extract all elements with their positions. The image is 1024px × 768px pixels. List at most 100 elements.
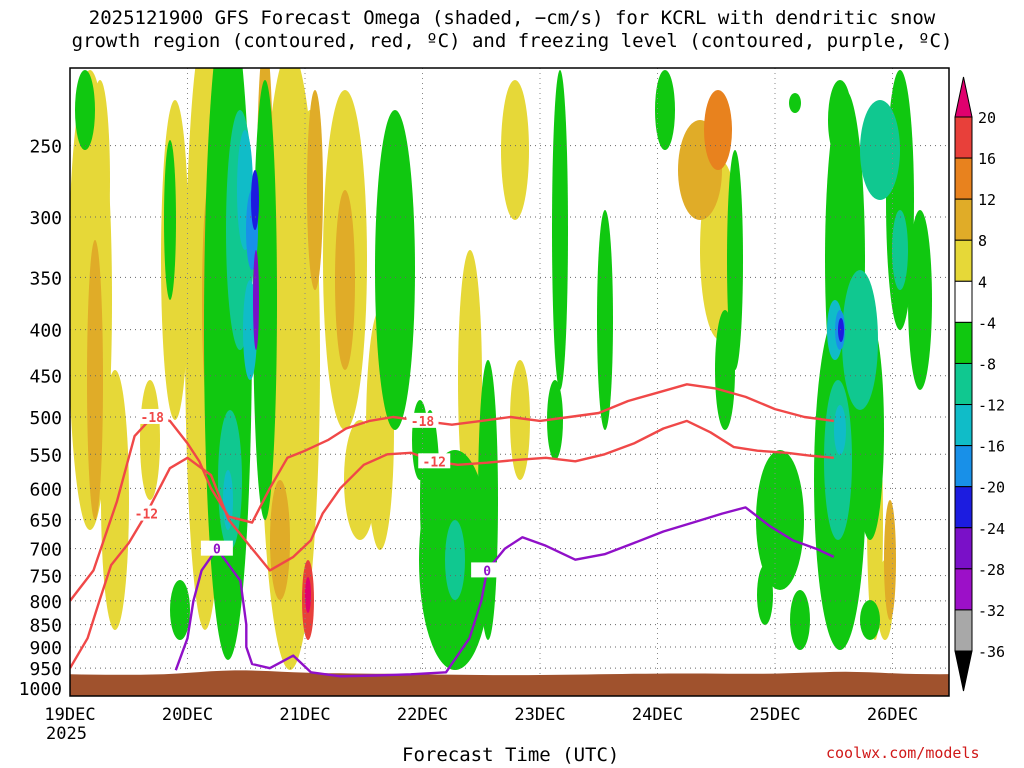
omega-yellow-blob	[458, 250, 482, 510]
colorbar-level-label: -16	[978, 438, 1005, 456]
omega-red-blob	[704, 90, 732, 170]
contour-lines: -18 -18 -12 -12 0 0	[70, 383, 835, 678]
contour-label-dgz_-12C: -12	[423, 455, 446, 470]
colorbar-level-label: -4	[978, 314, 996, 332]
x-tick-label: 21DEC	[279, 705, 330, 725]
omega-green-blob	[597, 210, 613, 430]
omega-teal-blob	[860, 100, 900, 200]
omega-green-blob	[908, 210, 932, 390]
colorbar-arrow-bottom	[954, 650, 973, 692]
omega-cyan-blob	[834, 405, 846, 455]
omega-green-blob	[552, 70, 568, 390]
x-axis-title: Forecast Time (UTC)	[402, 744, 620, 766]
colorbar-level-label: 16	[978, 150, 996, 168]
contour-label-freezing_0C: 0	[213, 543, 221, 558]
y-tick-label: 300	[29, 208, 62, 229]
y-tick-label: 450	[29, 367, 62, 388]
y-tick-label: 1000	[19, 679, 62, 700]
y-tick-label: 550	[29, 445, 62, 466]
x-year-label: 2025	[46, 724, 87, 744]
colorbar-swatch	[954, 239, 973, 282]
omega-red-blob	[305, 577, 311, 613]
colorbar-swatch	[954, 280, 973, 323]
omega-green-blob	[253, 80, 277, 520]
omega-green-blob	[75, 70, 95, 150]
colorbar-level-label: -28	[978, 561, 1005, 579]
omega-teal-blob	[445, 520, 465, 600]
omega-yellow-blob	[510, 360, 530, 480]
omega-teal-blob	[824, 380, 852, 540]
colorbar-level-label: 8	[978, 232, 987, 250]
omega-darkblue-blob	[251, 170, 259, 230]
y-tick-label: 400	[29, 321, 62, 342]
colorbar-arrow-top	[954, 76, 973, 118]
omega-darkblue-blob	[838, 318, 844, 342]
colorbar-swatch	[954, 198, 973, 241]
colorbar-swatch	[954, 362, 973, 406]
contour-label-bg	[200, 540, 233, 556]
contour-dgz_-12C	[70, 419, 834, 669]
colorbar-swatch	[954, 404, 973, 447]
colorbar-level-label: 4	[978, 273, 987, 291]
colorbar-swatch	[954, 609, 973, 652]
x-tick-label: 24DEC	[632, 705, 683, 725]
colorbar-swatch	[954, 486, 973, 529]
omega-green-blob	[789, 93, 801, 113]
credit-link[interactable]: coolwx.com/models	[826, 744, 980, 762]
colorbar-swatch	[954, 445, 973, 488]
omega-green-blob	[655, 70, 675, 150]
omega-yellow-blob	[90, 80, 110, 280]
colorbar-level-label: -24	[978, 520, 1005, 538]
colorbar-level-label: -20	[978, 479, 1005, 497]
colorbar-swatch	[954, 527, 973, 570]
omega-teal-blob	[892, 210, 908, 290]
colorbar-swatch	[954, 568, 973, 611]
contour-label-bg	[130, 505, 163, 521]
colorbar-level-label: -8	[978, 355, 996, 373]
y-tick-label: 800	[29, 592, 62, 613]
omega-orange-blob	[87, 240, 103, 520]
contour-label-dgz_-18C: -18	[141, 411, 165, 426]
y-tick-label: 600	[29, 479, 62, 500]
omega-green-blob	[757, 565, 773, 625]
contour-label-bg	[418, 453, 451, 469]
omega-green-blob	[790, 590, 810, 650]
colorbar: 20 16 12 8 4 -4 -8 -12 -16 -20 -24 -28 -32 -36	[954, 76, 1005, 692]
chart-title-line-2: growth region (contoured, red, ºC) and f…	[71, 30, 953, 52]
colorbar-swatch	[954, 157, 973, 200]
omega-orange-blob	[270, 480, 290, 600]
contour-label-bg	[406, 412, 439, 428]
contour-label-freezing_0C: 0	[483, 564, 491, 579]
plot-frame	[69, 67, 950, 697]
omega-green-blob	[164, 140, 176, 300]
omega-green-blob	[828, 80, 852, 160]
omega-orange-blob	[884, 500, 896, 620]
colorbar-level-label: 12	[978, 191, 996, 209]
contour-label-bg	[471, 562, 504, 578]
omega-green-blob	[375, 110, 415, 430]
y-tick-label: 500	[29, 408, 62, 429]
omega-teal-blob	[842, 270, 878, 410]
y-tick-label: 700	[29, 540, 62, 561]
y-axis-labels: 2503003504004505005506006507007508008509…	[19, 137, 62, 701]
colorbar-level-label: -12	[978, 397, 1005, 415]
omega-yellow-blob	[344, 420, 376, 540]
x-tick-label: 22DEC	[397, 705, 448, 725]
y-tick-label: 750	[29, 567, 62, 588]
chart-title-line-1: 2025121900 GFS Forecast Omega (shaded, −…	[88, 7, 936, 29]
contour-label-dgz_-12C: -12	[135, 508, 158, 523]
omega-yellow-blob	[101, 370, 129, 630]
x-axis-labels: 19DEC 20DEC 21DEC 22DEC 23DEC 24DEC 25DEC 26DEC…	[44, 705, 918, 744]
y-tick-label: 900	[29, 638, 62, 659]
omega-green-blob	[715, 310, 735, 430]
omega-green-blob	[860, 600, 880, 640]
colorbar-swatch	[954, 116, 973, 159]
y-tick-label: 650	[29, 511, 62, 532]
contour-freezing_0C	[174, 506, 835, 678]
y-tick-label: 850	[29, 616, 62, 637]
omega-orange-blob	[335, 190, 355, 370]
omega-yellow-blob	[140, 380, 160, 500]
terrain-fill	[70, 670, 949, 696]
colorbar-level-label: -36	[978, 643, 1005, 661]
omega-cyan-blob	[223, 470, 233, 530]
